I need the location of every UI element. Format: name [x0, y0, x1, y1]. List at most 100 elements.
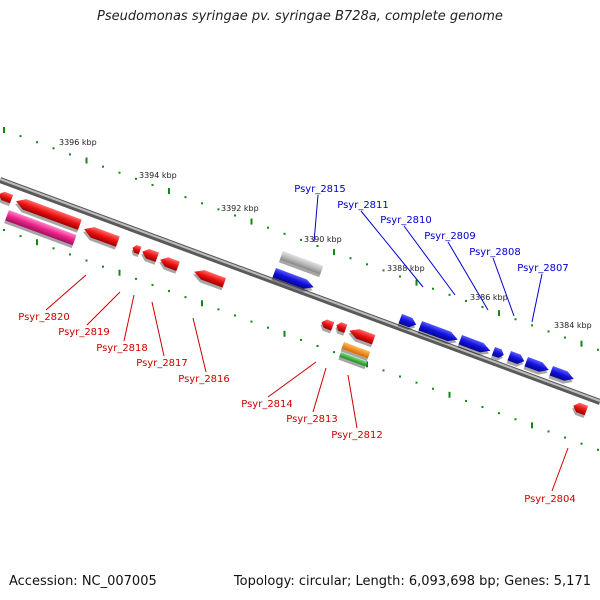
gene-psyr-2806[interactable] [548, 366, 575, 387]
gene-label-psyr-2819[interactable]: Psyr_2819 [58, 327, 110, 338]
gene-label-psyr-2814[interactable]: Psyr_2814 [241, 399, 293, 410]
minor-tick [399, 275, 401, 278]
minor-tick [498, 412, 500, 415]
gene-label-psyr-2809[interactable]: Psyr_2809 [424, 231, 476, 242]
gene-psyr-2809[interactable] [457, 335, 492, 358]
leader-line [360, 210, 424, 288]
minor-tick [316, 344, 319, 347]
gene-label-psyr-2818[interactable]: Psyr_2818 [96, 343, 148, 354]
minor-tick [597, 348, 599, 351]
minor-tick [547, 330, 550, 333]
gene-pseudo[interactable] [4, 210, 77, 249]
minor-tick [234, 314, 236, 317]
leader-line [123, 294, 135, 342]
gene-psyr-2811[interactable] [397, 314, 417, 332]
major-tick [366, 361, 368, 368]
kbp-marker: 3392 kbp [221, 204, 259, 213]
gene-orange[interactable] [340, 342, 371, 362]
major-tick [531, 422, 533, 429]
label-leaders [45, 194, 569, 492]
minor-tick [234, 214, 236, 217]
gene-psyr-2819[interactable] [81, 224, 120, 250]
minor-tick [267, 226, 269, 229]
major-tick [85, 157, 88, 164]
gene-label-psyr-2807[interactable]: Psyr_2807 [517, 263, 569, 274]
gene-label-psyr-2813[interactable]: Psyr_2813 [286, 414, 338, 425]
major-tick [448, 391, 451, 398]
minor-tick [102, 265, 104, 268]
gene-label-psyr-2817[interactable]: Psyr_2817 [136, 358, 188, 369]
gene-psyr-2818b[interactable] [139, 247, 160, 265]
gene-green[interactable] [338, 352, 368, 370]
minor-tick [102, 165, 104, 168]
gene-psyr-2807[interactable] [523, 357, 550, 378]
minor-tick [36, 141, 38, 144]
gene-psyr-2812[interactable] [346, 326, 376, 348]
minor-tick [597, 448, 599, 451]
minor-tick [547, 430, 550, 433]
kbp-marker: 3386 kbp [470, 293, 508, 302]
gene-label-psyr-2811[interactable]: Psyr_2811 [337, 200, 389, 211]
leader-line [312, 367, 327, 413]
minor-tick [316, 244, 319, 247]
minor-tick [52, 147, 55, 150]
gene-rna[interactable] [278, 251, 324, 278]
gene-psyr-2817[interactable] [157, 255, 180, 274]
minor-tick [349, 257, 352, 260]
minor-tick [366, 263, 368, 266]
gene-psyr-2820[interactable] [13, 196, 82, 233]
minor-tick [19, 235, 22, 238]
gene-psyr-2810[interactable] [417, 321, 459, 347]
gene-psyr-2804[interactable] [570, 401, 589, 419]
minor-tick [432, 287, 434, 290]
minor-tick [481, 406, 484, 409]
major-tick [580, 340, 583, 347]
minor-tick [399, 375, 401, 378]
minor-tick [415, 381, 418, 384]
gene-psyr-2816[interactable] [191, 267, 227, 291]
genome-backbone-highlight [0, 178, 600, 402]
minor-tick [514, 418, 517, 421]
major-tick [283, 330, 286, 337]
kbp-marker: 3396 kbp [59, 138, 97, 147]
leader-line [192, 317, 207, 373]
minor-tick [3, 229, 5, 231]
topology-text: Topology: circular; Length: 6,093,698 bp… [233, 574, 591, 589]
minor-tick [267, 326, 269, 329]
gene-psyr-2808[interactable] [506, 351, 526, 369]
major-tick [498, 310, 500, 317]
minor-tick [184, 296, 187, 299]
minor-tick [531, 324, 533, 327]
gene-label-psyr-2808[interactable]: Psyr_2808 [469, 247, 521, 258]
gene-label-psyr-2812[interactable]: Psyr_2812 [331, 430, 383, 441]
leader-line [492, 257, 515, 317]
leader-line [313, 194, 319, 243]
gene-label-psyr-2820[interactable]: Psyr_2820 [18, 312, 70, 323]
kbp-marker: 3388 kbp [387, 264, 425, 273]
leader-line [551, 447, 569, 492]
kbp-marker: 3394 kbp [139, 171, 177, 180]
accession-text: Accession: NC_007005 [9, 574, 157, 589]
kbp-marker: 3390 kbp [304, 235, 342, 244]
gene-psyr-2814[interactable] [319, 318, 335, 334]
gene-psyr-2818[interactable] [130, 244, 142, 258]
gene-psyr-2821[interactable] [0, 190, 14, 207]
scale-ticks-outer [3, 127, 599, 351]
minor-tick [217, 208, 220, 211]
minor-tick [300, 338, 302, 341]
gene-psyr-2815[interactable] [271, 268, 315, 295]
gene-label-psyr-2815[interactable]: Psyr_2815 [294, 184, 346, 195]
minor-tick [432, 387, 434, 390]
gene-label-psyr-2810[interactable]: Psyr_2810 [380, 215, 432, 226]
minor-tick [69, 153, 71, 156]
gene-psyr-2808b[interactable] [490, 347, 505, 362]
gene-label-psyr-2804[interactable]: Psyr_2804 [524, 494, 576, 505]
minor-tick [168, 290, 170, 293]
minor-tick [465, 299, 467, 302]
major-tick [415, 279, 418, 286]
leader-line [347, 374, 358, 429]
gene-label-psyr-2816[interactable]: Psyr_2816 [178, 374, 230, 385]
gene-psyr-2813[interactable] [334, 321, 348, 336]
minor-tick [19, 135, 22, 138]
minor-tick [135, 177, 137, 180]
